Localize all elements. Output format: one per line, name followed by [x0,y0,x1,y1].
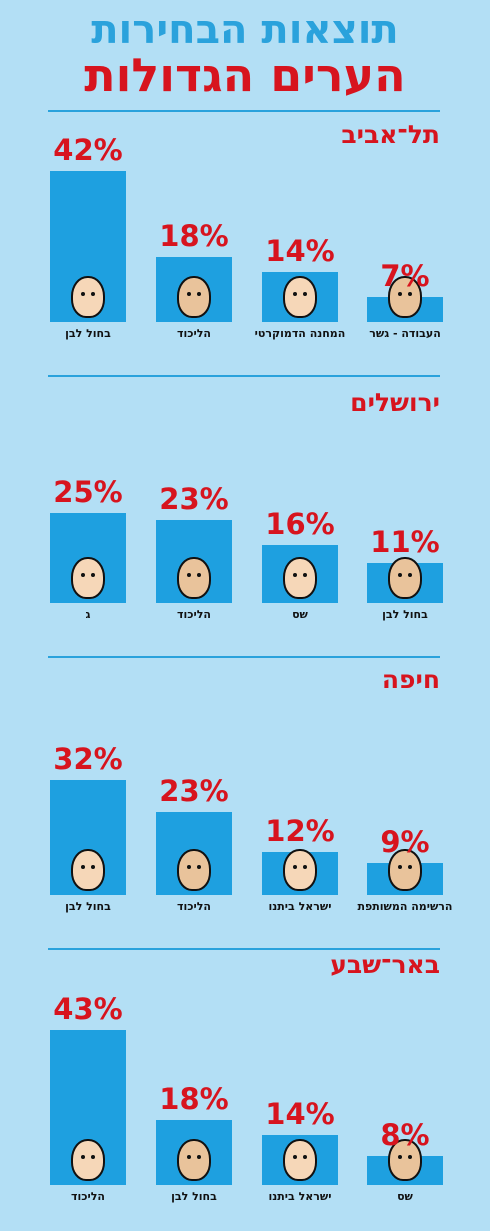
bar-value-label: 32% [53,741,123,776]
candidate-caricature-icon [177,849,211,891]
bar-value-label: 42% [53,132,123,167]
candidate-caricature-icon [71,276,105,318]
city-name: תל־אביב [341,120,440,149]
candidate-caricature-icon [283,276,317,318]
candidate-caricature-icon [71,557,105,599]
bar-value-label: 18% [159,219,229,254]
party-logo-label: בחול לבן [382,608,428,621]
page-title-line-2: הערים הגדולות [84,48,406,102]
city-name: באר־שבע [330,950,440,979]
candidate-caricature-icon [177,276,211,318]
title-divider [48,110,440,112]
party-logo-label: הליכוד [177,608,211,621]
candidate-caricature-icon [177,1139,211,1181]
bar-value-label: 9% [380,824,430,859]
candidate-caricature-icon [388,557,422,599]
bar-value-label: 18% [159,1082,229,1117]
candidate-caricature-icon [388,276,422,318]
section-divider [48,948,440,950]
party-logo-label: בחול לבן [65,900,111,913]
candidate-caricature-icon [71,849,105,891]
party-logo-label: שס [292,608,308,621]
section-divider [48,375,440,377]
party-logo-label: בחול לבן [65,327,111,340]
candidate-caricature-icon [283,849,317,891]
bar-value-label: 8% [380,1118,430,1153]
bar-value-label: 14% [265,233,335,268]
city-name: חיפה [381,665,440,694]
candidate-caricature-icon [71,1139,105,1181]
section-divider [48,656,440,658]
party-logo-label: שס [397,1190,413,1203]
candidate-caricature-icon [177,557,211,599]
candidate-caricature-icon [388,849,422,891]
candidate-caricature-icon [283,1139,317,1181]
party-logo-label: ישראל ביתנו [268,1190,332,1203]
bar-value-label: 23% [159,774,229,809]
party-logo-label: העבודה - גשר [369,327,441,340]
party-logo-label: הליכוד [177,900,211,913]
bar-value-label: 11% [370,525,440,560]
bar-value-label: 16% [265,507,335,542]
party-logo-label: הליכוד [177,327,211,340]
bar-value-label: 25% [53,475,123,509]
party-logo-label: הרשימה המשותפת [357,900,453,913]
page-title-line-1: תוצאות הבחירות [91,7,399,53]
party-logo-label: ג [85,608,91,621]
candidate-caricature-icon [283,557,317,599]
bar-value-label: 23% [159,482,229,517]
party-logo-label: בחול לבן [171,1190,217,1203]
bar-value-label: 43% [53,992,123,1027]
city-name: ירושלים [350,388,440,417]
bar-value-label: 7% [380,258,430,293]
party-logo-label: הליכוד [71,1190,105,1203]
bar-value-label: 12% [265,813,335,848]
bar-value-label: 14% [265,1096,335,1131]
candidate-caricature-icon [388,1139,422,1181]
party-logo-label: ישראל ביתנו [268,900,332,913]
party-logo-label: המחנה הדמוקרטי [254,327,346,340]
